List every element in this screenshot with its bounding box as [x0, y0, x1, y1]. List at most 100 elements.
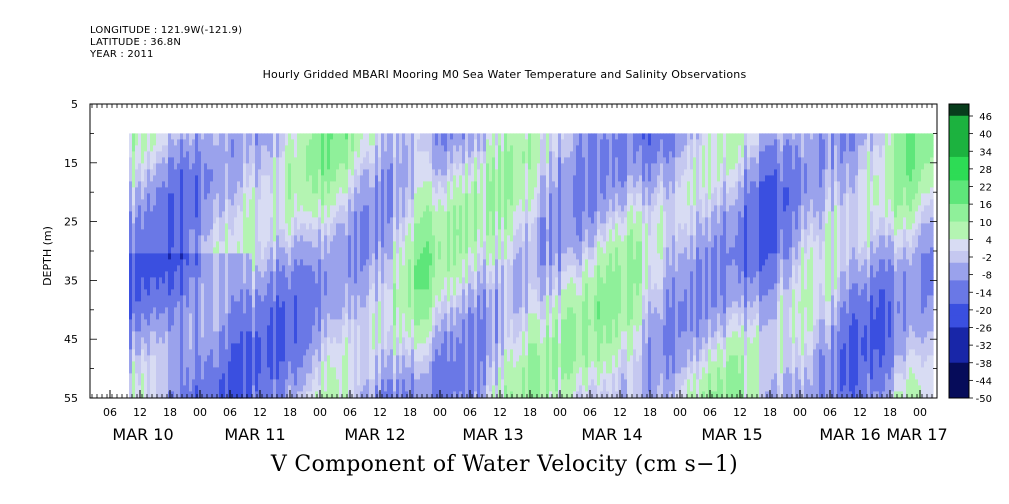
heatmap-cell	[129, 259, 133, 266]
heatmap-cell	[198, 205, 202, 212]
heatmap-cell	[129, 301, 133, 308]
heatmap-cell	[354, 187, 358, 194]
heatmap-cell	[201, 277, 205, 284]
heatmap-cell	[375, 343, 379, 350]
heatmap-cell	[252, 301, 256, 308]
heatmap-cell	[336, 379, 340, 386]
heatmap-cell	[390, 355, 394, 362]
heatmap-cell	[327, 133, 331, 140]
heatmap-cell	[354, 277, 358, 284]
heatmap-cell	[312, 361, 316, 368]
heatmap-cell	[318, 145, 322, 152]
heatmap-cell	[159, 187, 163, 194]
heatmap-cell	[297, 301, 301, 308]
heatmap-cell	[369, 289, 373, 296]
heatmap-cell	[285, 373, 289, 380]
heatmap-cell	[300, 373, 304, 380]
heatmap-cell	[156, 217, 160, 224]
heatmap-cell	[375, 163, 379, 170]
heatmap-cell	[129, 283, 133, 290]
heatmap-cell	[195, 379, 199, 386]
heatmap-cell	[252, 277, 256, 284]
heatmap-cell	[165, 157, 169, 164]
heatmap-cell	[252, 181, 256, 188]
heatmap-cell	[201, 217, 205, 224]
heatmap-cell	[348, 367, 352, 374]
heatmap-cell	[261, 301, 265, 308]
heatmap-cell	[348, 331, 352, 338]
heatmap-cell	[177, 145, 181, 152]
heatmap-cell	[141, 349, 145, 356]
heatmap-cell	[345, 343, 349, 350]
heatmap-cell	[273, 385, 277, 392]
heatmap-cell	[198, 325, 202, 332]
heatmap-cell	[150, 325, 154, 332]
heatmap-cell	[135, 385, 139, 392]
heatmap-cell	[168, 163, 172, 170]
heatmap-cell	[378, 289, 382, 296]
heatmap-cell	[234, 211, 238, 218]
heatmap-cell	[267, 217, 271, 224]
heatmap-cell	[255, 175, 259, 182]
heatmap-cell	[153, 343, 157, 350]
heatmap-cell	[249, 301, 253, 308]
heatmap-cell	[180, 193, 184, 200]
heatmap-cell	[171, 253, 175, 260]
heatmap-cell	[180, 295, 184, 302]
heatmap-cell	[363, 337, 367, 344]
heatmap-cell	[150, 193, 154, 200]
heatmap-cell	[213, 133, 217, 140]
heatmap-cell	[267, 301, 271, 308]
heatmap-cell	[279, 241, 283, 248]
heatmap-cell	[165, 283, 169, 290]
heatmap-cell	[279, 193, 283, 200]
heatmap-cell	[192, 259, 196, 266]
heatmap-cell	[153, 367, 157, 374]
heatmap-cell	[207, 151, 211, 158]
heatmap-cell	[282, 307, 286, 314]
heatmap-cell	[186, 283, 190, 290]
heatmap-cell	[360, 241, 364, 248]
heatmap-cell	[261, 157, 265, 164]
heatmap-cell	[303, 187, 307, 194]
heatmap-cell	[330, 319, 334, 326]
heatmap-cell	[210, 343, 214, 350]
heatmap-cell	[312, 349, 316, 356]
heatmap-cell	[255, 199, 259, 206]
heatmap-cell	[255, 271, 259, 278]
heatmap-cell	[288, 175, 292, 182]
heatmap-cell	[234, 187, 238, 194]
heatmap-cell	[393, 217, 397, 224]
heatmap-cell	[312, 331, 316, 338]
heatmap-cell	[210, 241, 214, 248]
heatmap-cell	[135, 313, 139, 320]
heatmap-cell	[180, 313, 184, 320]
heatmap-cell	[237, 373, 241, 380]
heatmap-cell	[243, 139, 247, 146]
heatmap-cell	[156, 259, 160, 266]
heatmap-cell	[207, 325, 211, 332]
heatmap-cell	[297, 145, 301, 152]
heatmap-cell	[387, 307, 391, 314]
heatmap-cell	[219, 331, 223, 338]
heatmap-cell	[303, 271, 307, 278]
heatmap-cell	[129, 169, 133, 176]
heatmap-cell	[234, 331, 238, 338]
heatmap-cell	[285, 325, 289, 332]
heatmap-cell	[264, 349, 268, 356]
heatmap-cell	[267, 337, 271, 344]
heatmap-cell	[249, 283, 253, 290]
heatmap-cell	[384, 247, 388, 254]
heatmap-cell	[276, 355, 280, 362]
heatmap-cell	[339, 175, 343, 182]
heatmap-cell	[294, 355, 298, 362]
heatmap-cell	[195, 205, 199, 212]
heatmap-cell	[375, 157, 379, 164]
heatmap-cell	[297, 319, 301, 326]
heatmap-cell	[240, 283, 244, 290]
heatmap-cell	[183, 391, 187, 398]
heatmap-cell	[189, 337, 193, 344]
heatmap-cell	[165, 187, 169, 194]
heatmap-cell	[384, 301, 388, 308]
heatmap-cell	[153, 229, 157, 236]
